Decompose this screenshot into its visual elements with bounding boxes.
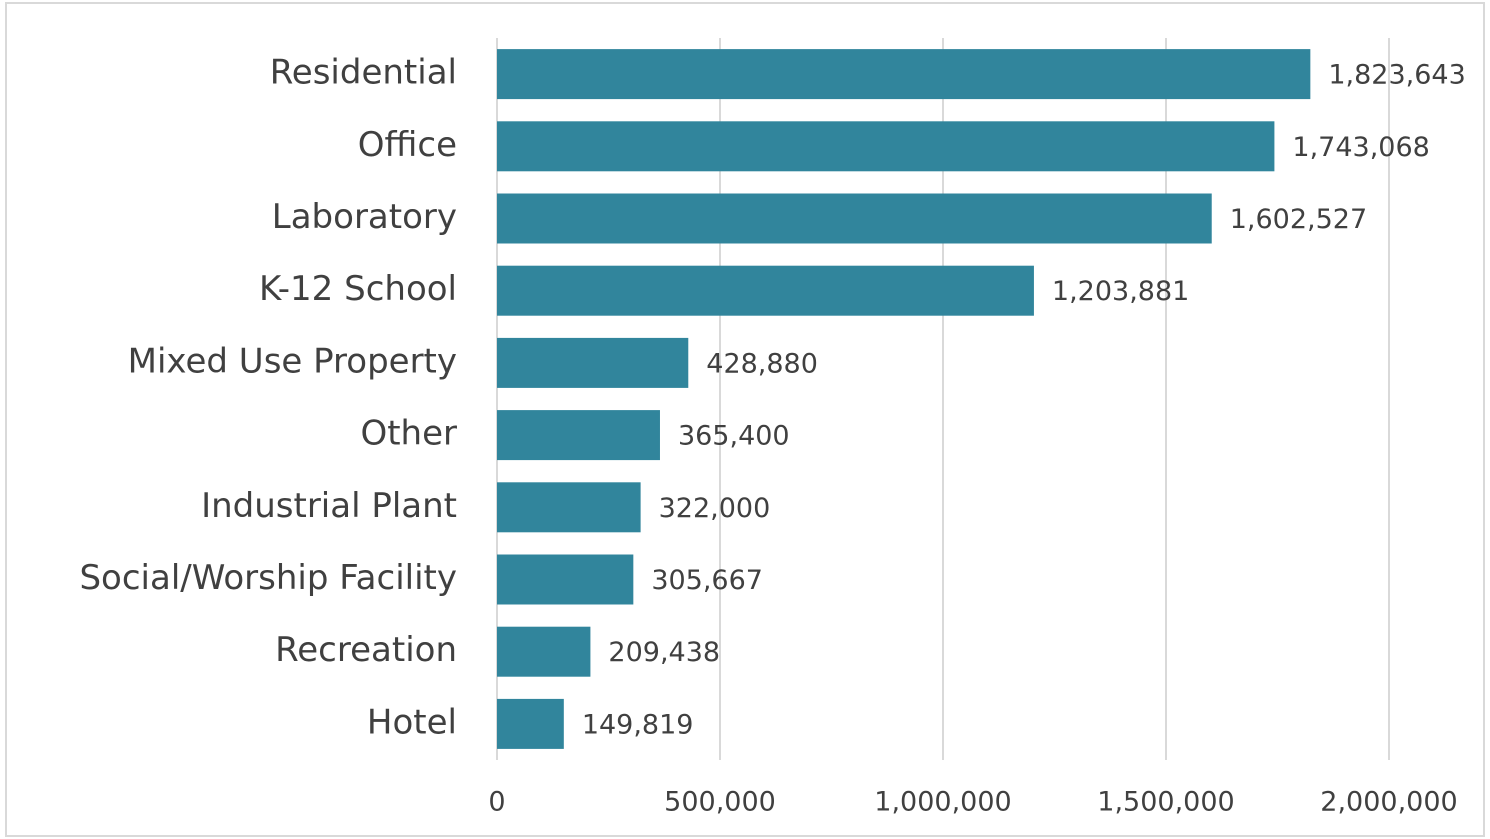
bar [497,698,564,749]
y-tick-label: Residential [270,53,457,93]
value-label: 1,823,643 [1328,60,1465,91]
x-tick-label: 500,000 [664,787,776,818]
x-tick-label: 2,000,000 [1320,787,1457,818]
bar [497,410,660,461]
bar [497,121,1275,172]
value-label: 322,000 [659,493,771,524]
bar [497,49,1311,100]
y-tick-label: Laboratory [272,197,457,237]
y-tick-label: Industrial Plant [201,486,457,526]
value-label: 1,203,881 [1052,276,1189,307]
y-tick-label: Social/Worship Facility [79,558,457,598]
y-tick-label: Mixed Use Property [128,341,457,381]
y-tick-label: Hotel [367,702,457,742]
value-label: 209,438 [608,637,720,668]
bar [497,482,641,533]
bar [497,265,1034,316]
value-label: 428,880 [706,348,818,379]
y-tick-label: K-12 School [259,269,457,309]
value-label: 149,819 [582,709,694,740]
y-tick-label: Office [358,125,457,165]
value-label: 365,400 [678,421,790,452]
x-tick-label: 1,000,000 [874,787,1011,818]
x-tick-label: 1,500,000 [1097,787,1234,818]
x-tick-label: 0 [488,787,505,818]
bar [497,626,591,677]
bar [497,337,689,388]
bar [497,193,1212,244]
y-tick-label: Recreation [275,630,457,670]
value-label: 305,667 [651,565,763,596]
y-tick-label: Other [360,414,457,454]
bar [497,554,634,605]
value-label: 1,602,527 [1230,204,1367,235]
value-label: 1,743,068 [1292,132,1429,163]
